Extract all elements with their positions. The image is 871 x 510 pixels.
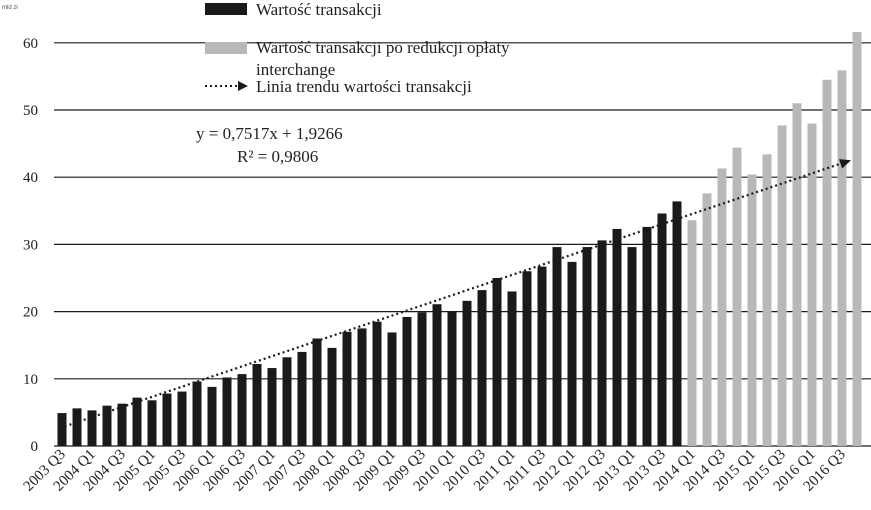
bar-reduced-interchange [792, 103, 802, 446]
bar-transaction-value [627, 247, 637, 446]
bar-transaction-value [177, 391, 187, 446]
trendline [59, 159, 851, 430]
bar-transaction-value [642, 226, 652, 446]
bar-transaction-value [537, 266, 547, 446]
bar-transaction-value [492, 278, 502, 446]
bar-reduced-interchange [837, 70, 847, 447]
bars [57, 32, 862, 447]
bar-reduced-interchange [687, 220, 697, 446]
bar-reduced-interchange [702, 193, 712, 446]
bar-transaction-value [162, 393, 172, 446]
bar-transaction-value [87, 410, 97, 446]
bar-transaction-value [447, 311, 457, 446]
trend-r-squared: R² = 0,9806 [237, 147, 318, 166]
bar-transaction-value [477, 290, 487, 446]
bar-transaction-value [462, 300, 472, 446]
y-axis-tick-labels: 0 10 20 30 40 50 60 [23, 36, 38, 455]
bar-reduced-interchange [807, 123, 817, 446]
bar-transaction-value [72, 408, 82, 446]
bar-transaction-value [387, 332, 397, 446]
bar-transaction-value [522, 271, 532, 446]
bar-reduced-interchange [762, 154, 772, 447]
bar-transaction-value [297, 351, 307, 446]
bar-transaction-value [312, 338, 322, 446]
bar-transaction-value [657, 213, 667, 446]
y-tick-label: 50 [23, 103, 38, 119]
bar-reduced-interchange [747, 174, 757, 446]
legend-label-trendline: Linia trendu wartości transakcji [256, 77, 472, 96]
bar-transaction-value [417, 312, 427, 446]
bar-transaction-value [507, 291, 517, 446]
bar-transaction-value [207, 386, 217, 446]
y-tick-label: 40 [23, 170, 38, 186]
bar-transaction-value [237, 374, 247, 446]
bar-reduced-interchange [852, 32, 862, 446]
bar-transaction-value [402, 316, 412, 446]
bar-transaction-value [117, 403, 127, 446]
bar-reduced-interchange [717, 168, 727, 447]
bar-transaction-value [132, 397, 142, 446]
legend-label-reduced-interchange-line1: Wartość transakcji po redukcji opłaty [256, 38, 510, 57]
bar-reduced-interchange [822, 79, 832, 446]
bar-transaction-value [192, 381, 202, 446]
y-tick-label: 60 [23, 36, 38, 52]
bar-transaction-value [252, 364, 262, 446]
legend-label-transaction-value: Wartość transakcji [256, 0, 382, 19]
bar-transaction-value [567, 261, 577, 446]
legend-swatch-transaction-value [205, 3, 247, 15]
bar-transaction-value [57, 413, 67, 446]
bar-transaction-value [327, 347, 337, 446]
bar-transaction-value [147, 400, 157, 446]
bar-transaction-value [597, 240, 607, 446]
gridlines [54, 42, 871, 447]
y-tick-label: 20 [23, 305, 38, 321]
y-tick-label: 10 [23, 372, 38, 388]
bar-transaction-value [267, 368, 277, 446]
bar-transaction-value [612, 228, 622, 446]
trend-equation: y = 0,7517x + 1,9266 [196, 124, 343, 143]
bar-transaction-value [432, 304, 442, 446]
bar-transaction-value [672, 201, 682, 446]
bar-reduced-interchange [732, 147, 742, 446]
y-tick-label: 0 [31, 439, 39, 455]
y-axis-unit-label: mld zł [2, 5, 18, 11]
bar-transaction-value [282, 357, 292, 446]
bar-transaction-value [357, 328, 367, 446]
legend-label-reduced-interchange-line2: interchange [256, 60, 335, 79]
bar-transaction-value [342, 331, 352, 446]
bar-transaction-value [552, 247, 562, 446]
bar-transaction-value [582, 247, 592, 446]
legend-trendline-arrowhead [238, 81, 248, 91]
trendline-arrowhead [838, 159, 851, 169]
legend: Wartość transakcji Wartość transakcji po… [200, 0, 510, 96]
bar-reduced-interchange [777, 125, 787, 447]
y-tick-label: 30 [23, 237, 38, 253]
bar-transaction-value [372, 321, 382, 446]
bar-transaction-value [102, 405, 112, 446]
bar-transaction-value [222, 377, 232, 446]
legend-swatch-reduced-interchange [205, 42, 247, 54]
